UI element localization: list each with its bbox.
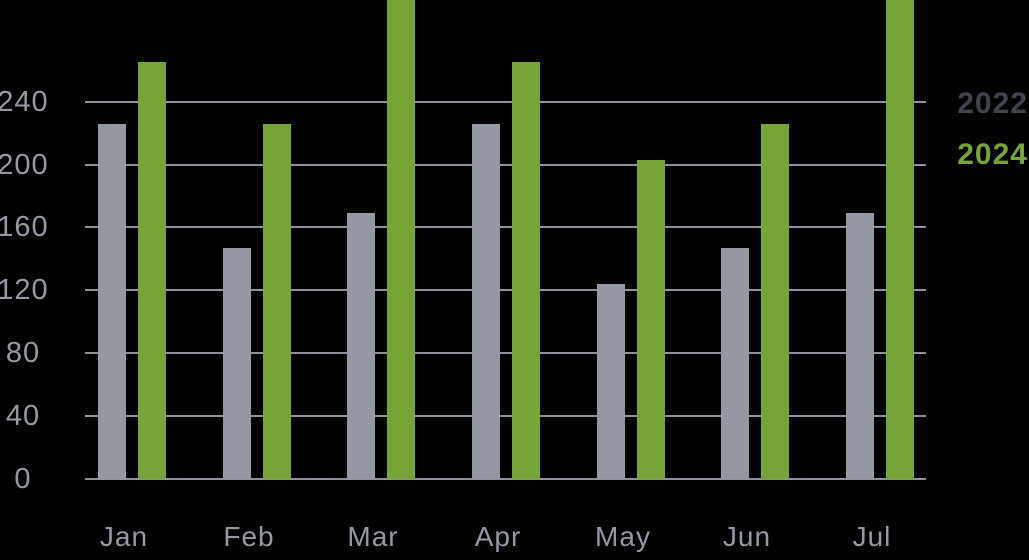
gridline-120	[85, 289, 926, 292]
gridline-240	[85, 100, 926, 103]
bar-2022-jul	[846, 213, 874, 479]
x-axis-label-jun: Jun	[722, 521, 772, 552]
bar-2024-apr	[512, 62, 540, 479]
x-axis-label-may: May	[595, 521, 651, 552]
legend-entry-2024: 2024	[957, 138, 1028, 171]
bar-2022-mar	[347, 213, 375, 479]
bar-2024-may	[637, 160, 665, 479]
y-axis-tick-label: 40	[5, 400, 41, 433]
x-axis-label-apr: Apr	[474, 521, 522, 552]
bar-2022-apr	[472, 124, 500, 479]
x-axis-label-mar: Mar	[347, 521, 399, 552]
y-axis-tick-label: 0	[14, 463, 32, 495]
bar-2022-may	[597, 284, 625, 479]
gridline-80	[85, 352, 926, 355]
y-axis-tick-label: 200	[0, 148, 49, 181]
x-axis-label-feb: Feb	[223, 521, 275, 552]
x-axis-label-jan: Jan	[99, 521, 149, 552]
y-axis-tick-label: 240	[0, 85, 49, 118]
bar-2024-feb	[263, 124, 291, 479]
x-axis-label-jul: Jul	[852, 521, 892, 552]
gridline-40	[85, 415, 926, 418]
legend-entry-2022: 2022	[957, 87, 1028, 120]
bar-2024-jun	[761, 124, 789, 479]
bar-2022-jan	[98, 124, 126, 479]
y-axis-tick-label: 80	[5, 337, 41, 370]
gridline-0	[85, 478, 926, 480]
y-axis-tick-label: 120	[0, 274, 49, 307]
bar-2024-jan	[138, 62, 166, 479]
bar-2024-jul	[886, 0, 914, 479]
y-axis-tick-label: 160	[0, 211, 49, 244]
bar-2022-feb	[223, 248, 251, 479]
bar-2024-mar	[387, 0, 415, 479]
bar-2022-jun	[721, 248, 749, 479]
gridline-160	[85, 226, 926, 229]
gridline-200	[85, 163, 926, 166]
